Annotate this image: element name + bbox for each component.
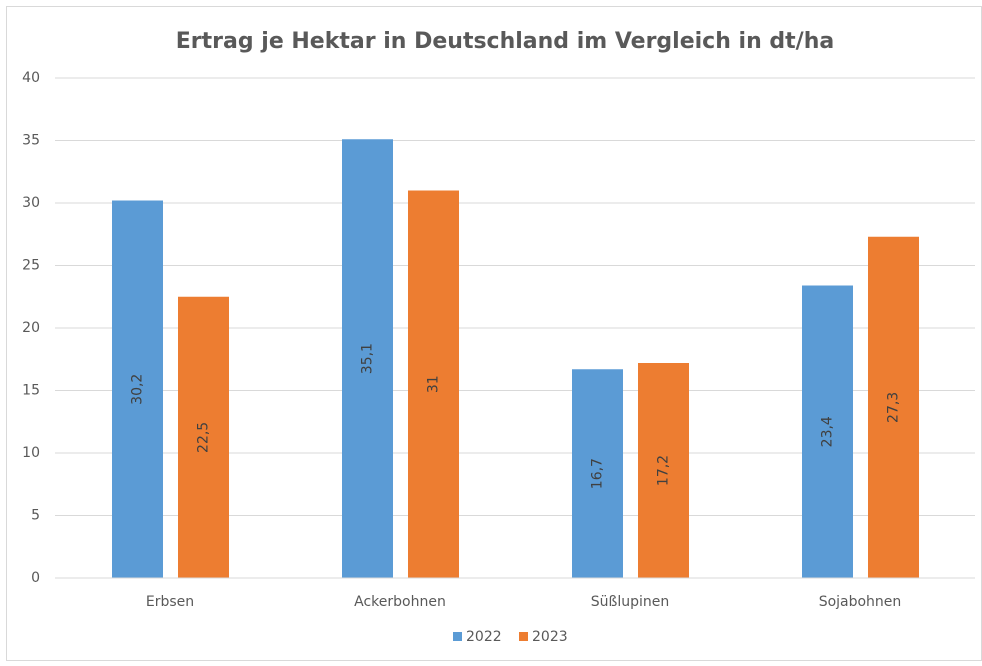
bar (342, 139, 393, 578)
y-tick-label: 30 (22, 195, 40, 211)
legend-swatch (519, 632, 528, 641)
bar (638, 363, 689, 578)
x-tick-label: Ackerbohnen (354, 594, 446, 610)
chart-title: Ertrag je Hektar in Deutschland im Vergl… (176, 29, 834, 54)
bar (802, 285, 853, 578)
data-label: 16,7 (590, 458, 606, 489)
legend-swatch (453, 632, 462, 641)
y-tick-label: 25 (22, 258, 40, 274)
data-label: 35,1 (360, 343, 376, 374)
data-label: 27,3 (886, 392, 902, 423)
bar (178, 296, 229, 578)
y-tick-label: 5 (31, 508, 40, 524)
bar (408, 190, 459, 578)
bar (868, 236, 919, 578)
x-tick-label: Erbsen (146, 594, 194, 610)
legend-label: 2022 (466, 629, 502, 645)
y-tick-label: 35 (22, 133, 40, 149)
data-label: 31 (426, 375, 442, 393)
bar (112, 200, 163, 578)
y-tick-label: 20 (22, 320, 40, 336)
x-tick-label: Süßlupinen (591, 594, 669, 610)
bar (572, 369, 623, 578)
y-tick-label: 0 (31, 570, 40, 586)
y-tick-label: 40 (22, 70, 40, 86)
data-label: 30,2 (130, 374, 146, 405)
y-tick-label: 10 (22, 445, 40, 461)
data-label: 17,2 (656, 455, 672, 486)
data-label: 23,4 (820, 416, 836, 447)
data-label: 22,5 (196, 422, 212, 453)
x-tick-label: Sojabohnen (819, 594, 902, 610)
y-tick-label: 15 (22, 383, 40, 399)
legend-label: 2023 (532, 629, 568, 645)
